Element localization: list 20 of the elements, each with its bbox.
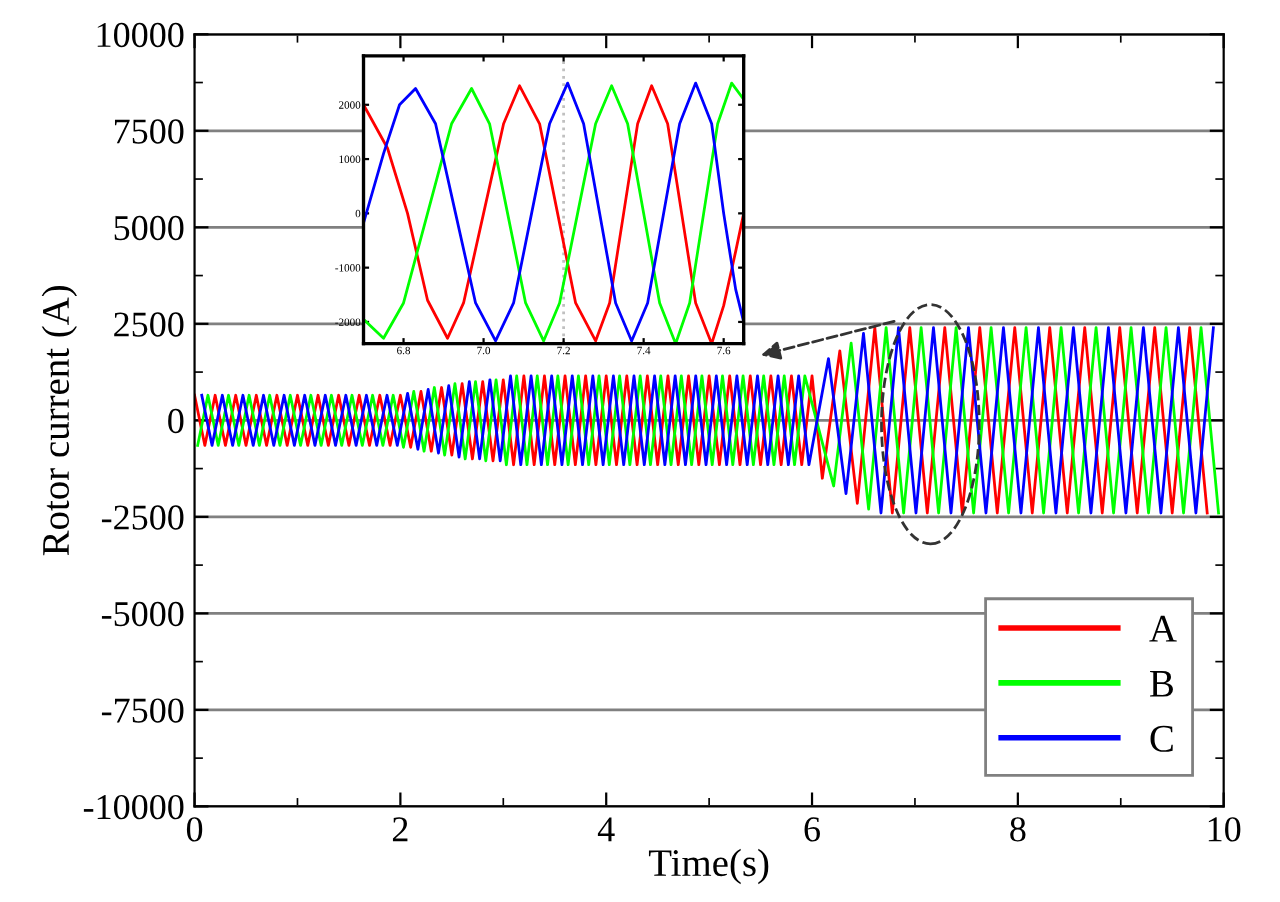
y-tick-label: -5000 [101, 601, 184, 627]
x-tick-label: 6 [804, 817, 820, 842]
x-axis-title: Time(s) [648, 848, 769, 885]
legend-label: B [1150, 671, 1173, 697]
legend-label: C [1150, 725, 1173, 752]
x-tick-label: 4 [597, 817, 615, 842]
y-tick-label: 10000 [97, 22, 184, 48]
y-axis-title: Rotor current (A) [41, 285, 77, 556]
y-tick-label: 2500 [114, 312, 184, 337]
x-tick-label: 0 [186, 817, 203, 842]
x-tick-label: 10 [1208, 817, 1241, 842]
y-tick-label: 7500 [115, 119, 184, 144]
y-tick-label: -7500 [101, 698, 184, 723]
legend-label: A [1149, 615, 1177, 642]
y-tick-label: 5000 [114, 215, 184, 241]
y-tick-label: -2500 [101, 505, 184, 530]
y-tick-label: -10000 [83, 794, 184, 820]
x-tick-label: 2 [392, 817, 408, 842]
y-tick-label: 0 [168, 408, 184, 434]
x-tick-label: 8 [1010, 817, 1026, 842]
